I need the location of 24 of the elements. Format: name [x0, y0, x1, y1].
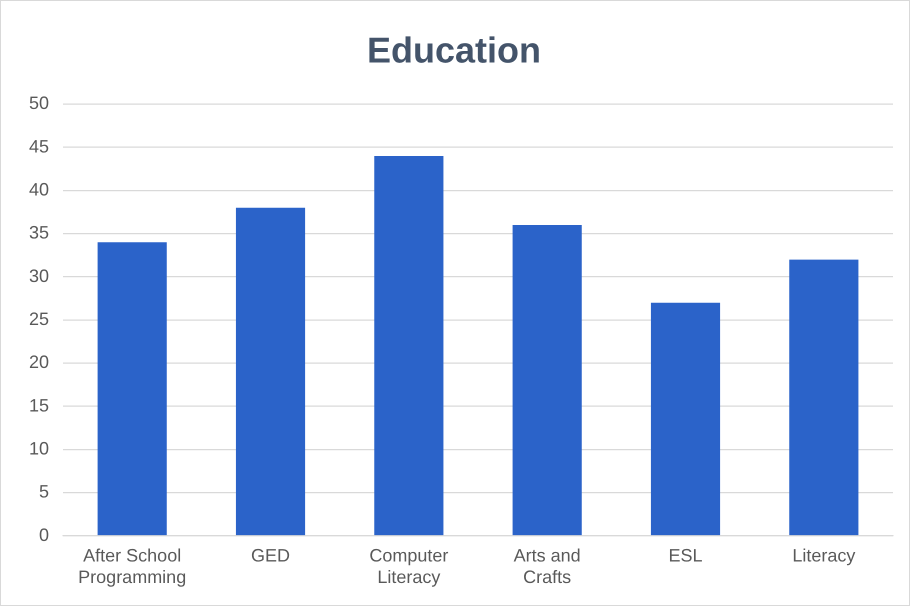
- y-tick-label: 30: [28, 266, 50, 286]
- y-tick-label: 0: [39, 524, 50, 545]
- x-tick-label: After School Programming: [78, 546, 186, 588]
- bar: [374, 156, 444, 536]
- y-tick-label: 20: [28, 352, 50, 372]
- y-tick-label: 45: [28, 136, 50, 156]
- x-tick-label: GED: [251, 546, 290, 566]
- bar: [512, 225, 582, 536]
- y-tick-label: 5: [39, 482, 50, 502]
- bar: [650, 302, 720, 536]
- y-tick-label: 10: [28, 438, 50, 458]
- y-tick-label: 25: [28, 308, 50, 329]
- y-tick-label: 15: [28, 395, 50, 416]
- x-tick-label: ESL: [668, 546, 703, 566]
- y-tick-label: 50: [28, 93, 50, 114]
- x-tick-label: Arts and Crafts: [514, 546, 581, 588]
- chart-title: Education: [366, 30, 542, 71]
- bar: [98, 242, 167, 536]
- x-tick-label: Literacy: [792, 546, 856, 566]
- x-tick-label: Computer Literacy: [369, 546, 448, 588]
- bar: [236, 208, 306, 536]
- y-tick-label: 35: [28, 222, 50, 243]
- y-tick-label: 40: [28, 179, 50, 200]
- bar: [789, 260, 858, 536]
